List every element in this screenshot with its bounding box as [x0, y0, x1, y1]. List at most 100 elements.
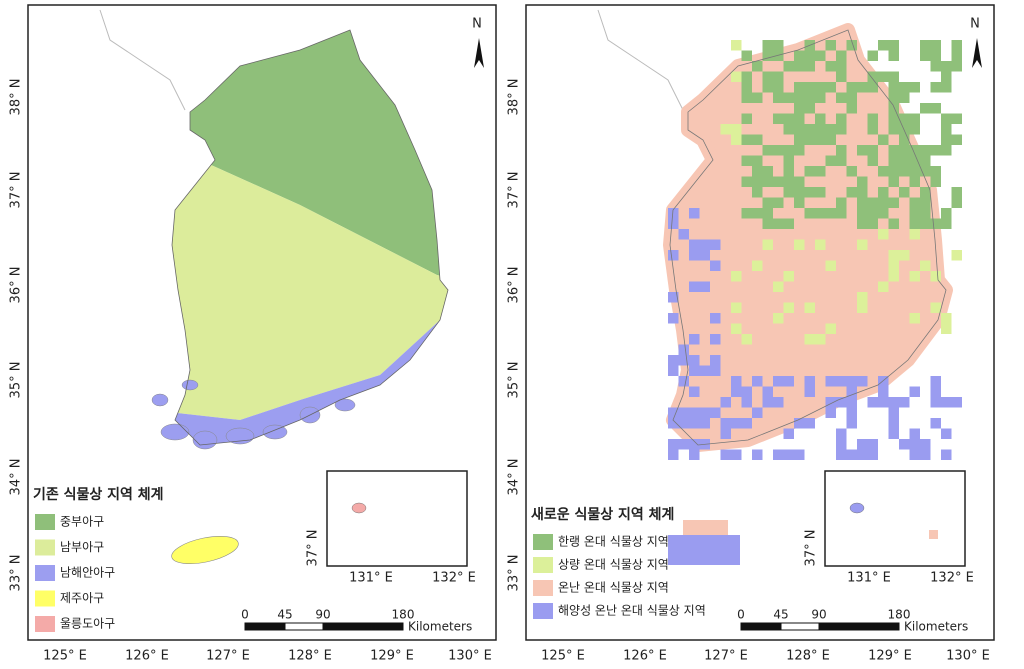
grid-cell — [752, 166, 763, 177]
grid-cell — [741, 92, 752, 103]
grid-cell — [689, 365, 700, 376]
grid-cell — [783, 155, 794, 166]
grid-cell — [888, 407, 899, 418]
legend-label: 온난 온대 식물상 지역 — [558, 581, 669, 595]
grid-cell — [752, 376, 763, 387]
grid-cell — [710, 334, 721, 345]
grid-cell — [899, 124, 910, 135]
grid-cell — [731, 124, 742, 135]
grid-cell — [951, 40, 962, 51]
grid-cell — [878, 376, 889, 387]
grid-cell — [909, 197, 920, 208]
grid-cell — [731, 40, 742, 51]
grid-cell — [888, 176, 899, 187]
grid-cell — [899, 439, 910, 450]
grid-cell — [899, 166, 910, 177]
grid-cell — [710, 260, 721, 271]
grid-cell — [951, 61, 962, 72]
legend-swatch — [533, 603, 553, 619]
grid-cell — [783, 449, 794, 460]
grid-cell — [941, 134, 952, 145]
grid-cell — [888, 40, 899, 51]
grid-cell — [951, 397, 962, 408]
grid-cell — [888, 113, 899, 124]
grid-cell — [762, 50, 773, 61]
lat-label: 38° N — [9, 79, 24, 116]
grid-cell — [815, 50, 826, 61]
grid-cell — [773, 397, 784, 408]
grid-cell — [678, 355, 689, 366]
grid-cell — [699, 418, 710, 429]
grid-cell — [783, 428, 794, 439]
grid-cell — [794, 50, 805, 61]
scale-label: 180 — [888, 608, 911, 622]
grid-cell — [836, 71, 847, 82]
grid-cell — [678, 418, 689, 429]
grid-cell — [731, 376, 742, 387]
grid-cell — [668, 355, 679, 366]
grid-cell — [773, 71, 784, 82]
grid-cell — [951, 187, 962, 198]
grid-cell — [941, 124, 952, 135]
grid-cell — [825, 61, 836, 72]
grid-cell — [699, 239, 710, 250]
grid-cell — [815, 208, 826, 219]
grid-cell — [846, 82, 857, 93]
scale-label: 45 — [773, 608, 788, 622]
grid-cell — [762, 82, 773, 93]
grid-cell — [867, 145, 878, 156]
north-arrow — [972, 38, 982, 68]
grid-cell — [857, 145, 868, 156]
grid-cell — [825, 376, 836, 387]
grid-cell — [846, 40, 857, 51]
grid-cell — [689, 386, 700, 397]
grid-cell — [867, 71, 878, 82]
grid-cell — [783, 176, 794, 187]
grid-cell — [741, 82, 752, 93]
grid-cell — [836, 50, 847, 61]
grid-cell — [941, 208, 952, 219]
grid-cell — [825, 397, 836, 408]
legend-title: 기존 식물상 지역 체계 — [33, 486, 164, 503]
lat-label: 38° N — [507, 79, 522, 116]
grid-cell — [836, 145, 847, 156]
grid-cell — [888, 428, 899, 439]
grid-cell — [668, 250, 679, 261]
grid-cell — [920, 187, 931, 198]
grid-cell — [794, 113, 805, 124]
grid-cell — [762, 397, 773, 408]
scale-bar — [780, 622, 820, 631]
grid-cell — [888, 82, 899, 93]
grid-cell — [825, 155, 836, 166]
grid-cell — [689, 239, 700, 250]
grid-cell — [941, 323, 952, 334]
grid-cell — [909, 386, 920, 397]
outline — [171, 29, 449, 446]
grid-cell — [930, 397, 941, 408]
grid-cell — [794, 82, 805, 93]
legend-label: 제주아구 — [60, 591, 104, 605]
grid-cell — [836, 376, 847, 387]
grid-cell — [762, 239, 773, 250]
grid-cell — [773, 281, 784, 292]
grid-cell — [846, 397, 857, 408]
grid-cell — [930, 166, 941, 177]
grid-cell — [920, 197, 931, 208]
grid-cell — [794, 187, 805, 198]
grid-cell — [867, 82, 878, 93]
grid-cell — [909, 313, 920, 324]
grid-cell — [783, 113, 794, 124]
grid-cell — [857, 376, 868, 387]
grid-cell — [909, 271, 920, 282]
grid-cell — [878, 187, 889, 198]
grid-cell — [825, 124, 836, 135]
grid-cell — [689, 334, 700, 345]
grid-cell — [731, 71, 742, 82]
lat-label: 33° N — [9, 555, 24, 592]
grid-cell — [668, 292, 679, 303]
scale-bar — [284, 622, 324, 631]
grid-cell — [731, 449, 742, 460]
grid-cell — [804, 50, 815, 61]
legend-swatch — [35, 616, 55, 632]
grid-cell — [857, 208, 868, 219]
